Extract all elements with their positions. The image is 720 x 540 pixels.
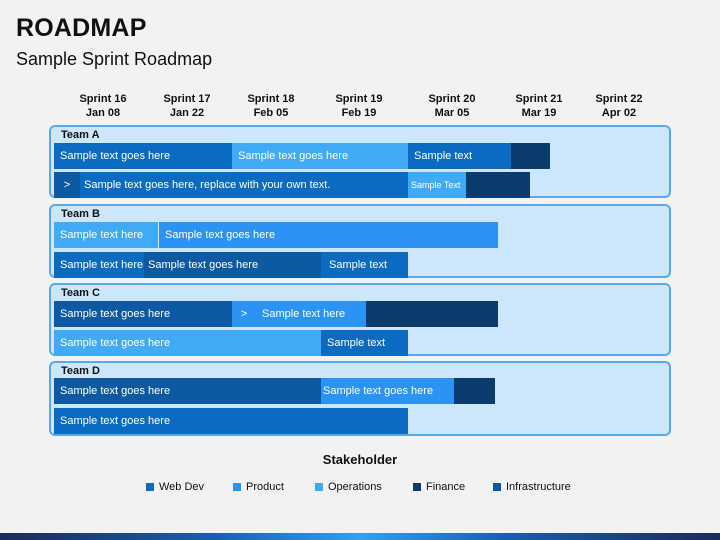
- legend-label: Finance: [426, 481, 466, 493]
- task-bar[interactable]: [466, 172, 530, 198]
- sprint-name: Sprint 16: [79, 93, 127, 105]
- sprint-header-21: Sprint 21 Mar 19: [499, 92, 579, 120]
- task-bar[interactable]: Sample text goes here: [158, 222, 498, 248]
- task-bar[interactable]: Sample Text: [408, 172, 466, 198]
- task-bar[interactable]: Sample text here: [54, 222, 158, 248]
- legend-item-operations: Operations: [315, 481, 382, 493]
- team-a-lane: Team A Sample text goes here Sample text…: [49, 125, 671, 198]
- sprint-name: Sprint 18: [247, 93, 295, 105]
- stakeholder-title: Stakeholder: [322, 452, 398, 467]
- footer-gradient-bar: [0, 533, 720, 540]
- legend-swatch: [413, 483, 421, 491]
- task-bar[interactable]: Sample text goes here: [54, 378, 321, 404]
- task-bar[interactable]: Sample text goes here: [321, 378, 454, 404]
- team-d-lane: Team D Sample text goes here Sample text…: [49, 361, 671, 436]
- legend-label: Product: [246, 481, 284, 493]
- sprint-header-16: Sprint 16 Jan 08: [63, 92, 143, 120]
- sprint-header-18: Sprint 18 Feb 05: [231, 92, 311, 120]
- legend-swatch: [146, 483, 154, 491]
- team-label: Team A: [61, 129, 100, 141]
- task-bar[interactable]: Sample text here: [54, 252, 144, 278]
- sprint-name: Sprint 20: [428, 93, 476, 105]
- team-label: Team D: [61, 365, 100, 377]
- page-subtitle: Sample Sprint Roadmap: [16, 49, 213, 69]
- task-bar[interactable]: [511, 143, 550, 169]
- legend-swatch: [315, 483, 323, 491]
- legend-item-web-dev: Web Dev: [146, 481, 204, 493]
- expand-arrow-button[interactable]: >: [232, 301, 256, 327]
- sprint-date: Jan 22: [169, 107, 205, 119]
- sprint-name: Sprint 22: [595, 93, 643, 105]
- sprint-header-17: Sprint 17 Jan 22: [147, 92, 227, 120]
- team-c-lane: Team C Sample text goes here > Sample te…: [49, 283, 671, 356]
- task-bar[interactable]: Sample text: [321, 330, 408, 356]
- sprint-name: Sprint 17: [163, 93, 211, 105]
- task-bar[interactable]: Sample text goes here, replace with your…: [80, 172, 408, 198]
- team-label: Team C: [61, 287, 100, 299]
- sprint-name: Sprint 19: [335, 93, 383, 105]
- sprint-header-19: Sprint 19 Feb 19: [319, 92, 399, 120]
- sprint-date: Mar 19: [521, 107, 557, 119]
- sprint-date: Feb 19: [341, 107, 377, 119]
- sprint-header-22: Sprint 22 Apr 02: [579, 92, 659, 120]
- task-bar[interactable]: Sample text: [408, 143, 511, 169]
- sprint-name: Sprint 21: [515, 93, 563, 105]
- legend-label: Infrastructure: [506, 481, 571, 493]
- legend-item-finance: Finance: [413, 481, 465, 493]
- task-bar[interactable]: Sample text here: [256, 301, 366, 327]
- task-bar[interactable]: Sample text goes here: [232, 143, 408, 169]
- sprint-date: Mar 05: [434, 107, 470, 119]
- legend-item-infrastructure: Infrastructure: [493, 481, 571, 493]
- legend-label: Operations: [328, 481, 382, 493]
- task-bar[interactable]: [454, 378, 495, 404]
- expand-arrow-button[interactable]: >: [54, 172, 80, 198]
- team-b-lane: Team B Sample text here Sample text goes…: [49, 204, 671, 278]
- legend-label: Web Dev: [159, 481, 205, 493]
- task-bar[interactable]: Sample text goes here: [54, 301, 232, 327]
- page-title: ROADMAP: [16, 14, 147, 42]
- task-bar[interactable]: Sample text goes here: [54, 330, 321, 356]
- team-label: Team B: [61, 208, 100, 220]
- sprint-date: Jan 08: [85, 107, 121, 119]
- task-bar[interactable]: Sample text goes here: [54, 143, 232, 169]
- legend-item-product: Product: [233, 481, 284, 493]
- legend-swatch: [233, 483, 241, 491]
- sprint-date: Feb 05: [253, 107, 289, 119]
- task-bar[interactable]: Sample text goes here: [144, 252, 321, 278]
- task-bar[interactable]: Sample text: [321, 252, 408, 278]
- task-bar[interactable]: [366, 301, 498, 327]
- legend-swatch: [493, 483, 501, 491]
- sprint-header-20: Sprint 20 Mar 05: [412, 92, 492, 120]
- task-bar[interactable]: Sample text goes here: [54, 408, 408, 434]
- sprint-date: Apr 02: [601, 107, 637, 119]
